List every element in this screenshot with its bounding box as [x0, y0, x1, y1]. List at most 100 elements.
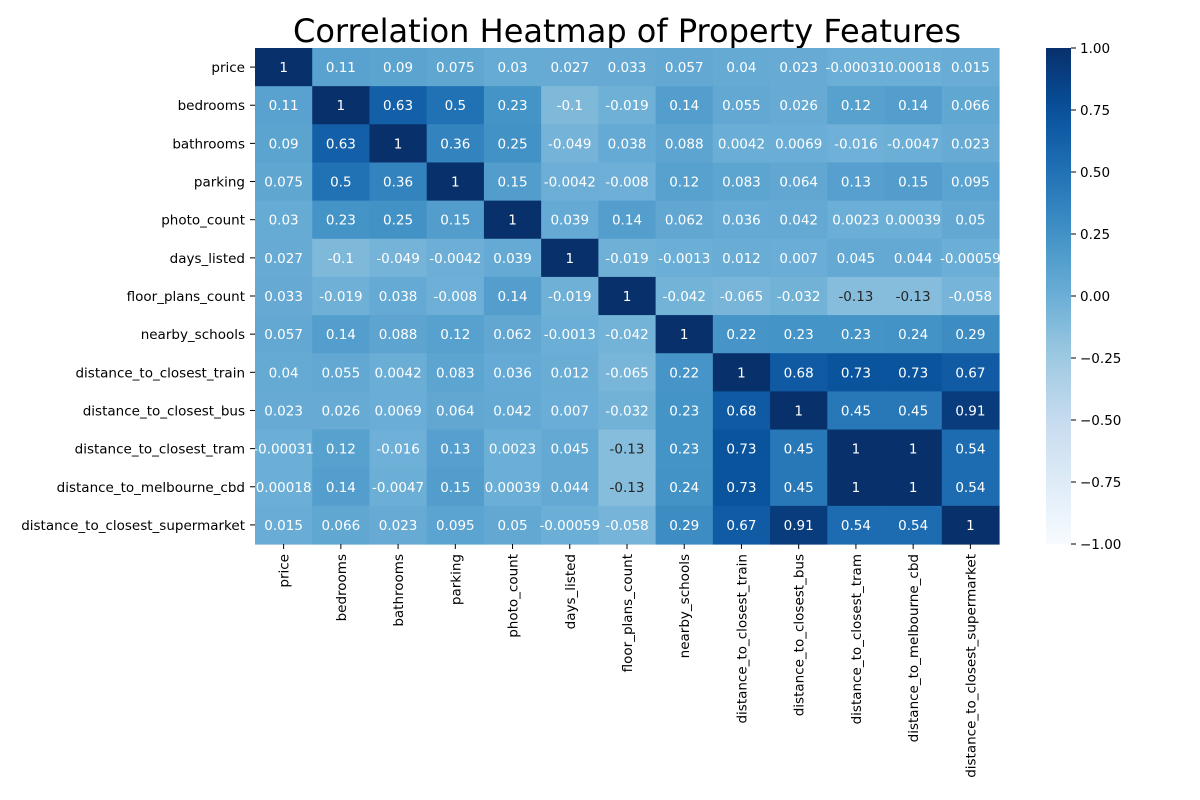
heatmap-cell	[255, 238, 313, 278]
colorbar-tick-label: −0.50	[1080, 413, 1121, 429]
heatmap-cell	[712, 276, 771, 316]
cell-value-label: 0.24	[669, 480, 699, 496]
cell-value-label: 0.088	[379, 327, 418, 343]
x-tick-label: bathrooms	[391, 554, 407, 627]
cell-value-label: 1	[794, 403, 803, 419]
heatmap-cell	[312, 353, 371, 392]
heatmap-cell	[312, 505, 371, 545]
cell-value-label: 0.075	[436, 60, 475, 76]
heatmap-cell	[426, 48, 485, 87]
heatmap-cell	[426, 353, 485, 392]
y-axis: price bedrooms bathrooms parking photo_count…	[21, 60, 255, 534]
cell-value-label: 0.095	[436, 518, 475, 534]
heatmap-cell	[541, 467, 599, 507]
y-tick-label: floor_plans_count	[127, 289, 245, 305]
heatmap-cell	[598, 315, 657, 354]
heatmap-cell	[541, 86, 599, 125]
cell-value-label: -0.065	[720, 289, 764, 305]
heatmap-cell	[770, 505, 828, 545]
x-tick-label: floor_plans_count	[620, 554, 636, 672]
cell-value-label: 0.14	[898, 98, 928, 114]
heatmap-cell	[312, 162, 371, 202]
heatmap-cell	[255, 48, 313, 87]
heatmap-cell	[369, 315, 428, 354]
heatmap-cell	[770, 238, 828, 278]
heatmap-cell	[312, 467, 371, 507]
cell-value-label: -0.13	[610, 442, 645, 458]
cell-value-label: 0.25	[498, 136, 528, 152]
heatmap-cell	[598, 429, 657, 469]
heatmap-cell	[655, 200, 714, 240]
heatmap-cell	[483, 276, 542, 316]
heatmap-cell	[312, 276, 371, 316]
heatmap-cell	[941, 505, 1000, 545]
cell-value-label: -0.019	[605, 98, 649, 114]
cell-value-label: 1	[909, 442, 918, 458]
cell-value-label: -0.019	[605, 251, 649, 267]
cell-value-label: 0.0042	[374, 365, 421, 381]
heatmap-cell	[426, 467, 485, 507]
cell-value-label: 0.023	[379, 518, 418, 534]
cell-value-label: 0.29	[955, 327, 985, 343]
heatmap-cell	[598, 86, 657, 125]
heatmap-cell	[369, 391, 428, 431]
cell-value-label: 0.73	[898, 365, 928, 381]
heatmap-cell	[426, 276, 485, 316]
cell-value-label: 0.066	[322, 518, 361, 534]
cell-value-label: 0.0042	[718, 136, 765, 152]
cell-value-label: -0.019	[319, 289, 363, 305]
cell-value-label: -0.042	[605, 327, 649, 343]
heatmap-cell	[541, 315, 599, 354]
heatmap-cell	[312, 200, 371, 240]
cell-value-label: 0.062	[493, 327, 532, 343]
heatmap-cell	[655, 124, 714, 164]
colorbar-tick-label: 0.50	[1080, 165, 1110, 181]
heatmap-cell	[770, 200, 828, 240]
heatmap-cell	[884, 467, 943, 507]
cell-value-label: 0.12	[326, 442, 356, 458]
x-tick-label: distance_to_closest_tram	[849, 554, 865, 724]
heatmap-cell	[255, 315, 313, 354]
heatmap-cell	[541, 124, 599, 164]
heatmap-cell	[426, 429, 485, 469]
heatmap-cell	[655, 467, 714, 507]
heatmap-cell	[426, 505, 485, 545]
cell-value-label: 0.68	[726, 403, 756, 419]
cell-value-label: 0.45	[841, 403, 871, 419]
cell-value-label: 0.042	[779, 213, 818, 229]
cell-value-label: -0.0047	[372, 480, 424, 496]
cell-value-label: 0.54	[955, 480, 985, 496]
heatmap-cell	[369, 505, 428, 545]
cell-value-label: -0.0042	[544, 175, 596, 191]
heatmap-cell	[770, 276, 828, 316]
heatmap-cell	[655, 429, 714, 469]
cell-value-label: 0.22	[726, 327, 756, 343]
heatmap-cell	[426, 315, 485, 354]
cell-value-label: 0.23	[326, 213, 356, 229]
heatmap-cell	[941, 467, 1000, 507]
cell-value-label: 0.23	[498, 98, 528, 114]
heatmap-cell	[655, 391, 714, 431]
heatmap-cell	[655, 315, 714, 354]
cell-value-label: 1	[394, 136, 403, 152]
cell-value-label: 0.14	[326, 480, 356, 496]
heatmap-cell	[884, 505, 943, 545]
heatmap-cell	[770, 391, 828, 431]
heatmap-cell	[827, 200, 886, 240]
cell-value-label: 0.075	[264, 175, 303, 191]
cell-value-label: 0.67	[955, 365, 985, 381]
cell-value-label: 0.23	[784, 327, 814, 343]
cell-value-label: 1	[737, 365, 746, 381]
cell-value-label: 0.29	[669, 518, 699, 534]
heatmap-cell	[712, 467, 771, 507]
cell-value-label: -0.032	[605, 403, 649, 419]
cell-value-label: 0.03	[269, 213, 299, 229]
heatmap-cell	[598, 276, 657, 316]
x-tick-label: nearby_schools	[677, 554, 693, 658]
cell-value-label: -0.049	[376, 251, 420, 267]
cell-value-label: 0.055	[322, 365, 361, 381]
heatmap-cell	[941, 353, 1000, 392]
heatmap-cell	[312, 86, 371, 125]
cell-value-label: -0.058	[605, 518, 649, 534]
chart-title: Correlation Heatmap of Property Features	[293, 12, 961, 50]
